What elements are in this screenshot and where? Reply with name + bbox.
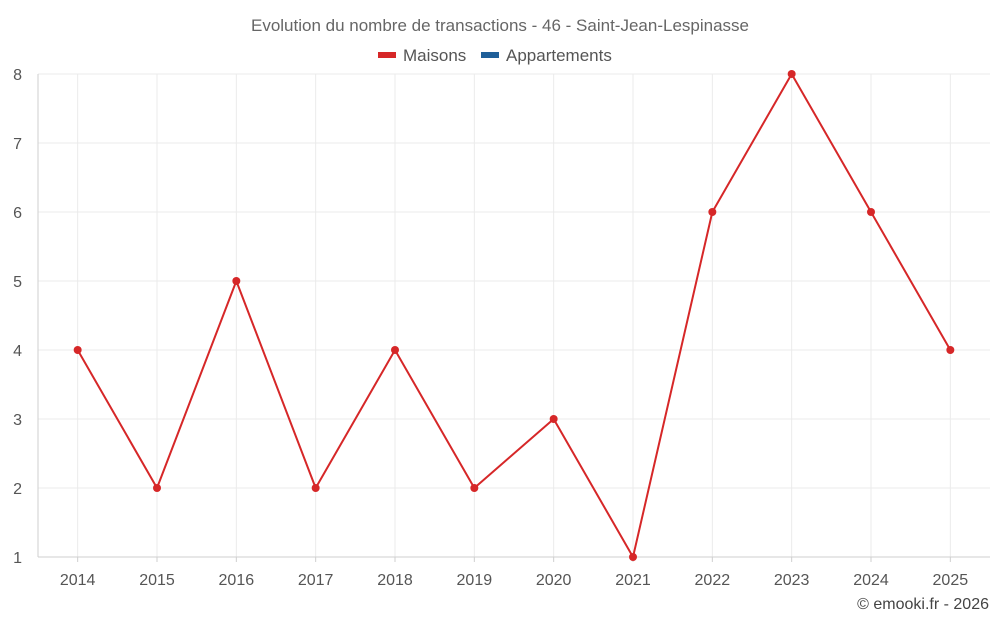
legend[interactable]: Maisons Appartements <box>378 46 612 65</box>
legend-swatch-appartements[interactable] <box>481 52 499 58</box>
x-tick-label: 2024 <box>853 572 889 589</box>
gridlines <box>38 73 990 557</box>
x-tick-label: 2023 <box>774 572 810 589</box>
x-tick-label: 2021 <box>615 572 651 589</box>
x-tick-label: 2020 <box>536 572 572 589</box>
y-tick-label: 6 <box>13 205 22 222</box>
data-point-maisons[interactable] <box>867 208 875 216</box>
chart-title: Evolution du nombre de transactions - 46… <box>251 16 749 35</box>
series-group <box>73 70 955 561</box>
x-tick-label: 2025 <box>933 572 969 589</box>
credit-text: © emooki.fr - 2026 <box>857 596 989 613</box>
x-tick-label: 2018 <box>377 572 413 589</box>
axes <box>37 74 990 558</box>
legend-label-appartements[interactable]: Appartements <box>506 46 612 65</box>
y-tick-label: 7 <box>13 136 22 153</box>
data-point-maisons[interactable] <box>311 484 320 492</box>
x-tick-label: 2015 <box>139 572 175 589</box>
data-point-maisons[interactable] <box>232 277 241 285</box>
y-tick-label: 2 <box>13 481 22 498</box>
series-line-maisons <box>76 73 952 558</box>
x-axis-ticks: 2014 2015 2016 2017 2018 2019 2020 2021 2022 2023… <box>60 557 968 589</box>
y-tick-label: 5 <box>13 274 22 291</box>
data-point-maisons[interactable] <box>470 484 479 492</box>
y-axis-ticks: 1 2 3 4 5 6 7 8 <box>13 67 22 567</box>
y-tick-label: 4 <box>13 343 22 360</box>
data-point-maisons[interactable] <box>787 70 796 78</box>
data-point-maisons[interactable] <box>549 415 558 423</box>
legend-swatch-maisons[interactable] <box>378 52 396 58</box>
x-tick-label: 2016 <box>219 572 255 589</box>
y-tick-label: 8 <box>13 67 22 84</box>
data-point-maisons[interactable] <box>73 346 82 354</box>
legend-label-maisons[interactable]: Maisons <box>403 46 466 65</box>
data-point-maisons[interactable] <box>153 484 161 492</box>
y-tick-label: 3 <box>13 412 22 429</box>
x-tick-label: 2022 <box>695 572 731 589</box>
data-point-maisons[interactable] <box>391 346 399 354</box>
data-point-maisons[interactable] <box>708 208 717 216</box>
data-point-maisons[interactable] <box>629 553 637 561</box>
x-tick-label: 2017 <box>298 572 334 589</box>
y-tick-label: 1 <box>13 550 22 567</box>
data-point-maisons[interactable] <box>946 346 955 354</box>
x-tick-label: 2019 <box>457 572 493 589</box>
x-tick-label: 2014 <box>60 572 96 589</box>
